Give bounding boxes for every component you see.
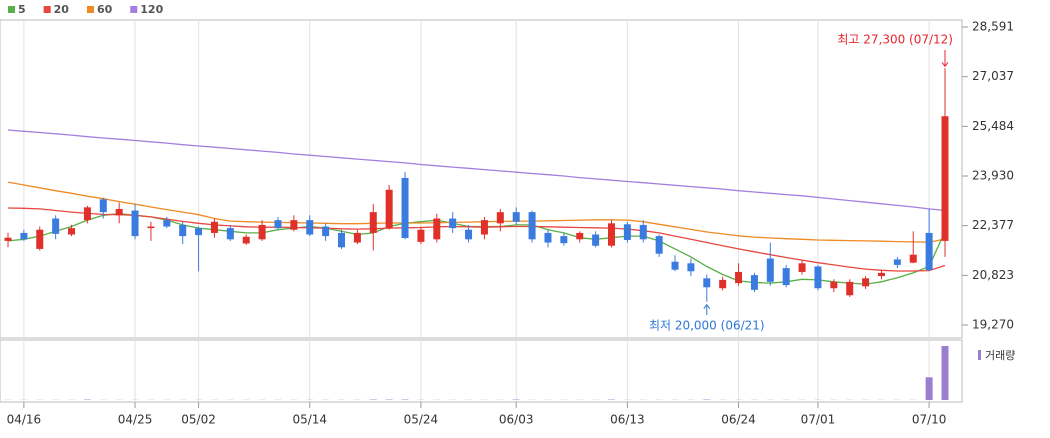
candle-body	[719, 280, 726, 288]
candle-body	[560, 236, 567, 243]
candle-body	[163, 220, 170, 226]
candle-body	[862, 278, 869, 286]
candle-body	[179, 225, 186, 236]
candle-body	[417, 230, 424, 242]
candle-body	[942, 116, 949, 241]
legend-swatch	[8, 6, 15, 13]
x-tick-label: 06/03	[499, 413, 534, 427]
candle-body	[259, 225, 266, 239]
candle-body	[799, 263, 806, 272]
x-tick-label: 06/13	[610, 413, 645, 427]
volume-bar	[942, 346, 949, 400]
candle-body	[147, 227, 154, 229]
candle-body	[274, 220, 281, 228]
x-tick-label: 05/02	[181, 413, 216, 427]
annotation: 최고 27,300 (07/12)	[837, 33, 953, 47]
candle-body	[243, 237, 250, 244]
candle-body	[529, 212, 536, 239]
candle-body	[703, 278, 710, 287]
y-tick-label: 27,037	[972, 69, 1014, 83]
x-tick-label: 04/16	[7, 413, 42, 427]
candle-body	[926, 233, 933, 270]
x-tick-label: 04/25	[118, 413, 153, 427]
candle-body	[544, 233, 551, 243]
x-tick-label: 05/14	[292, 413, 327, 427]
candle-body	[814, 266, 821, 288]
candle-body	[656, 236, 663, 254]
annotation: 최저 20,000 (06/21)	[649, 319, 765, 333]
candle-body	[830, 282, 837, 288]
x-tick-label: 07/10	[912, 413, 947, 427]
ma-line	[8, 214, 945, 284]
legend-label: 5	[18, 3, 26, 16]
candle-body	[497, 212, 504, 223]
candle-body	[84, 207, 91, 220]
volume-legend-swatch	[978, 350, 981, 360]
y-tick-label: 25,484	[972, 119, 1014, 133]
candle-body	[910, 255, 917, 263]
candle-body	[640, 225, 647, 239]
y-tick-label: 19,270	[972, 318, 1014, 332]
candle-body	[52, 219, 59, 234]
x-tick-label: 05/24	[404, 413, 439, 427]
ma-line	[8, 130, 945, 211]
candle-body	[36, 230, 43, 249]
legend-swatch	[130, 6, 137, 13]
candle-body	[894, 259, 901, 264]
legend-label: 60	[97, 3, 113, 16]
legend-label: 120	[140, 3, 163, 16]
candle-body	[100, 199, 107, 212]
candle-body	[735, 272, 742, 283]
legend-swatch	[44, 6, 51, 13]
candle-body	[576, 233, 583, 239]
candle-body	[306, 220, 313, 234]
candle-body	[481, 220, 488, 234]
candle-body	[878, 273, 885, 276]
volume-legend-label: 거래량	[985, 349, 1015, 362]
candle-body	[116, 209, 123, 215]
candle-body	[20, 233, 27, 239]
candle-body	[672, 262, 679, 270]
candle-body	[433, 219, 440, 240]
candle-body	[227, 228, 234, 239]
candle-body	[68, 228, 75, 234]
legend-label: 20	[54, 3, 70, 16]
candle-body	[290, 220, 297, 230]
candle-body	[5, 238, 12, 241]
candle-body	[751, 275, 758, 290]
candle-body	[386, 190, 393, 228]
candle-body	[338, 233, 345, 247]
x-tick-label: 06/24	[721, 413, 756, 427]
candle-body	[687, 263, 694, 271]
candle-body	[370, 212, 377, 233]
candle-body	[767, 259, 774, 282]
candle-body	[846, 282, 853, 295]
candle-body	[322, 227, 329, 237]
y-tick-label: 22,377	[972, 218, 1014, 232]
legend-swatch	[87, 6, 94, 13]
candle-body	[592, 235, 599, 246]
y-tick-label: 23,930	[972, 169, 1014, 183]
candle-body	[624, 224, 631, 240]
candle-body	[354, 233, 361, 243]
candle-body	[783, 268, 790, 285]
candle-body	[449, 219, 456, 229]
y-tick-label: 20,823	[972, 268, 1014, 282]
candle-body	[402, 178, 409, 238]
candle-body	[195, 228, 202, 235]
candle-body	[608, 223, 615, 245]
y-tick-label: 28,591	[972, 20, 1014, 34]
candle-body	[211, 222, 218, 233]
candle-body	[513, 212, 520, 222]
candle-body	[465, 230, 472, 240]
candle-body	[132, 211, 139, 237]
x-tick-label: 07/01	[801, 413, 836, 427]
ma-line	[8, 182, 945, 242]
volume-bar	[926, 377, 933, 400]
